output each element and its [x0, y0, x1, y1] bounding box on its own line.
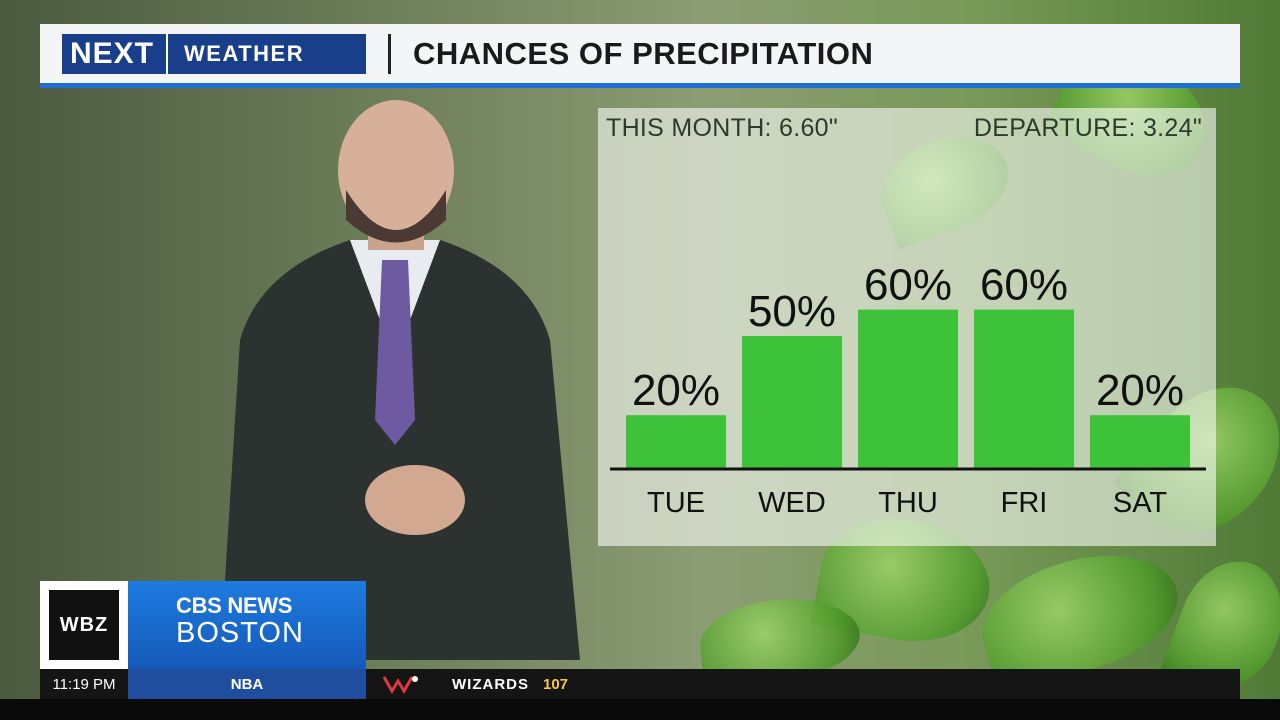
- value-label-wed: 50%: [748, 287, 836, 336]
- day-label-fri: FRI: [1001, 487, 1048, 519]
- day-label-sat: SAT: [1113, 487, 1168, 519]
- bar-fri: [974, 309, 1074, 468]
- ticker-league: NBA: [128, 669, 366, 699]
- day-label-tue: TUE: [647, 487, 705, 519]
- day-label-wed: WED: [758, 487, 826, 519]
- team-logo-icon: [366, 673, 436, 695]
- ticker-time: 11:19 PM: [52, 675, 116, 693]
- precipitation-chart: 20% TUE 50% WED 60% THU 60% FRI 20% SAT: [610, 261, 1206, 519]
- departure-value: DEPARTURE: 3.24": [973, 114, 1202, 142]
- precipitation-chart-panel: 20% TUE 50% WED 60% THU 60% FRI 20% SAT THIS MONT…: [598, 108, 1216, 546]
- bar-thu: [858, 309, 958, 468]
- city-name: BOSTON: [176, 617, 304, 649]
- page-title: CHANCES OF PRECIPITATION: [413, 35, 874, 71]
- bar-sat: [1090, 415, 1190, 468]
- presenter-figure: [220, 100, 580, 660]
- bar-wed: [742, 336, 842, 468]
- value-label-fri: 60%: [980, 261, 1068, 310]
- brand-weather: WEATHER: [184, 40, 305, 66]
- ticker-score: 107: [543, 675, 569, 693]
- network-name: CBS NEWS: [176, 593, 293, 618]
- title-bar: NEXT WEATHER CHANCES OF PRECIPITATION: [40, 24, 1240, 88]
- network-logo: CBS NEWS BOSTON: [128, 581, 366, 669]
- value-label-sat: 20%: [1096, 366, 1184, 415]
- bar-tue: [626, 415, 726, 468]
- bottom-bar: [0, 699, 1280, 720]
- value-label-tue: 20%: [632, 366, 720, 415]
- next-weather-logo: NEXT WEATHER: [62, 33, 366, 74]
- brand-next: NEXT: [62, 33, 169, 74]
- station-call-sign: WBZ: [49, 590, 119, 660]
- this-month-total: THIS MONTH: 6.60": [606, 114, 839, 142]
- day-label-thu: THU: [878, 487, 938, 519]
- value-label-thu: 60%: [864, 261, 952, 310]
- header-divider: [388, 33, 391, 74]
- ticker-team: WIZARDS: [452, 675, 529, 693]
- station-logo: WBZ: [40, 581, 128, 669]
- score-ticker: 11:19 PM NBA WIZARDS 107: [40, 669, 1240, 699]
